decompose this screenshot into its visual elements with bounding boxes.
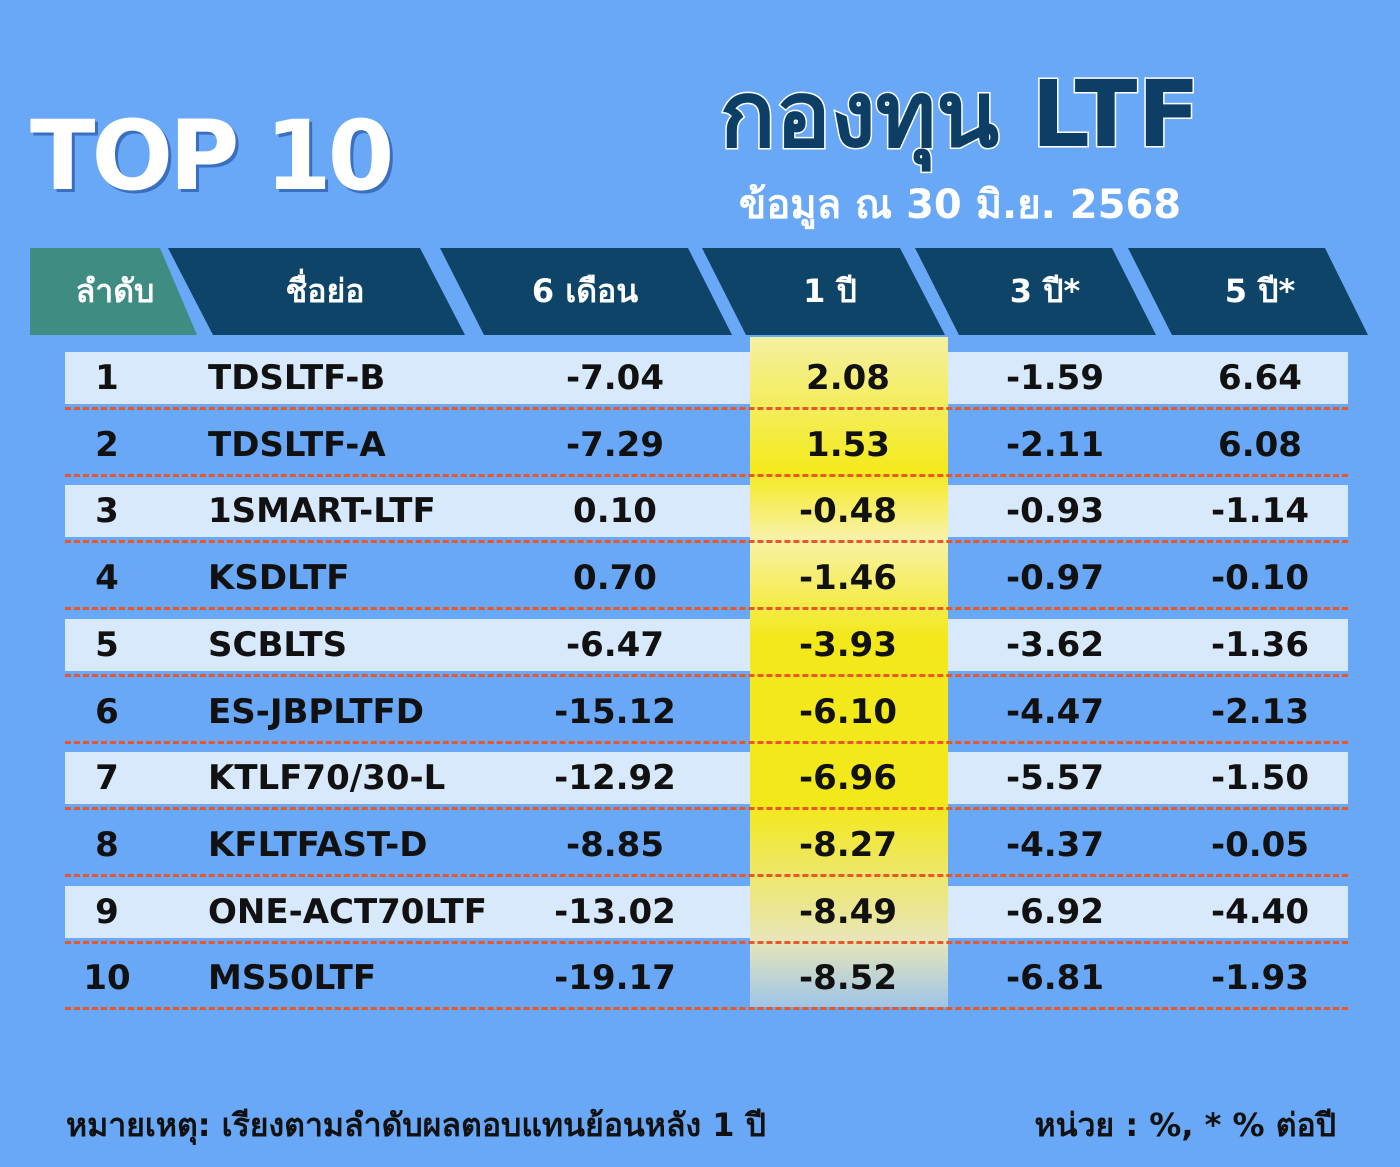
tab: [168, 248, 465, 335]
return-value: -15.12: [554, 691, 676, 732]
fund-name: 1SMART-LTF: [208, 491, 436, 532]
return-value: -3.62: [1006, 624, 1104, 665]
row-band: [65, 752, 1348, 805]
return-value: -1.50: [1211, 758, 1309, 799]
return-value: -2.13: [1211, 691, 1309, 732]
return-value: 2.08: [806, 358, 890, 398]
return-value: -13.02: [554, 891, 676, 932]
return-value: -6.81: [1006, 958, 1104, 999]
return-value: 6.64: [1218, 358, 1302, 398]
column-header: 1 ปี: [803, 272, 857, 310]
column-header: 6 เดือน: [531, 272, 639, 310]
row-band: [65, 485, 1348, 538]
return-value: -6.96: [799, 758, 897, 799]
fund-name: SCBLTS: [208, 624, 348, 665]
highlight-column: [750, 337, 948, 1007]
return-value: -4.47: [1006, 691, 1104, 732]
tab: [915, 248, 1156, 335]
return-value: -1.93: [1211, 958, 1309, 999]
row-divider: [65, 807, 1348, 811]
subtitle: ข้อมูล ณ 30 มิ.ย. 2568: [738, 182, 1182, 228]
rank: 1: [95, 358, 119, 398]
return-value: -0.48: [799, 491, 897, 532]
column-header: ชื่อย่อ: [285, 272, 365, 310]
rank: 9: [95, 891, 119, 932]
column-header: 3 ปี*: [1009, 272, 1081, 310]
row-divider: [65, 407, 1348, 410]
fund-name: KFLTFAST-D: [208, 824, 428, 865]
tab: [1128, 248, 1368, 335]
row-divider: [65, 540, 1348, 544]
badge: TOP 10: [30, 100, 394, 212]
header-tabs: [30, 248, 1368, 335]
rank: 4: [95, 558, 119, 599]
tab: [702, 248, 945, 335]
fund-name: ONE-ACT70LTF: [208, 891, 487, 932]
row-band: [65, 618, 1348, 671]
row-divider: [65, 1007, 1348, 1011]
return-value: -6.10: [799, 691, 897, 732]
return-value: -1.36: [1211, 624, 1309, 665]
return-value: -8.52: [799, 958, 897, 999]
return-value: -4.40: [1211, 891, 1309, 932]
fund-name: KTLF70/30-L: [208, 758, 446, 799]
return-value: 1.53: [806, 424, 890, 465]
rank: 3: [95, 491, 119, 532]
return-value: -0.05: [1211, 824, 1309, 865]
return-value: -1.46: [799, 558, 897, 599]
title: กองทุน LTF: [718, 60, 1201, 170]
return-value: -6.47: [566, 624, 664, 665]
row-divider: [65, 607, 1348, 611]
row-band: [65, 885, 1348, 938]
row-divider: [65, 473, 1348, 477]
return-value: -0.10: [1211, 558, 1309, 599]
return-value: -6.92: [1006, 891, 1104, 932]
return-value: -8.27: [799, 824, 897, 865]
fund-name: TDSLTF-A: [208, 424, 386, 465]
column-header: 5 ปี*: [1224, 272, 1296, 310]
return-value: 0.70: [573, 558, 657, 599]
rank: 10: [83, 958, 131, 999]
rank: 5: [95, 624, 119, 665]
return-value: 6.08: [1218, 424, 1302, 465]
row-divider: [65, 740, 1348, 744]
tab: [30, 248, 197, 335]
footnote: หมายเหตุ: เรียงตามลำดับผลตอบแทนย้อนหลัง …: [66, 1106, 766, 1144]
fund-name: MS50LTF: [208, 958, 377, 999]
return-value: -1.59: [1006, 358, 1104, 398]
return-value: 0.10: [573, 491, 657, 532]
return-value: -5.57: [1006, 758, 1104, 799]
row-divider: [65, 673, 1348, 677]
return-value: -12.92: [554, 758, 676, 799]
return-value: -3.93: [799, 624, 897, 665]
fund-name: ES-JBPLTFD: [208, 691, 424, 732]
row-band: [65, 352, 1348, 404]
fund-name: KSDLTF: [208, 558, 350, 599]
return-value: -4.37: [1006, 824, 1104, 865]
return-value: -1.14: [1211, 491, 1309, 532]
row-divider: [65, 940, 1348, 944]
rank: 6: [95, 691, 119, 732]
unit-note: หน่วย : %, * % ต่อปี: [1034, 1106, 1336, 1144]
return-value: -19.17: [554, 958, 676, 999]
row-divider: [65, 873, 1348, 877]
return-value: -7.04: [566, 358, 664, 398]
fund-name: TDSLTF-B: [208, 358, 386, 398]
rank: 2: [95, 424, 119, 465]
column-header: ลำดับ: [75, 272, 155, 310]
return-value: -7.29: [566, 424, 664, 465]
tab: [440, 248, 732, 335]
rank: 7: [95, 758, 119, 799]
return-value: -2.11: [1006, 424, 1104, 465]
return-value: -0.93: [1006, 491, 1104, 532]
rank: 8: [95, 824, 119, 865]
return-value: -0.97: [1006, 558, 1104, 599]
return-value: -8.85: [566, 824, 664, 865]
return-value: -8.49: [799, 891, 897, 932]
